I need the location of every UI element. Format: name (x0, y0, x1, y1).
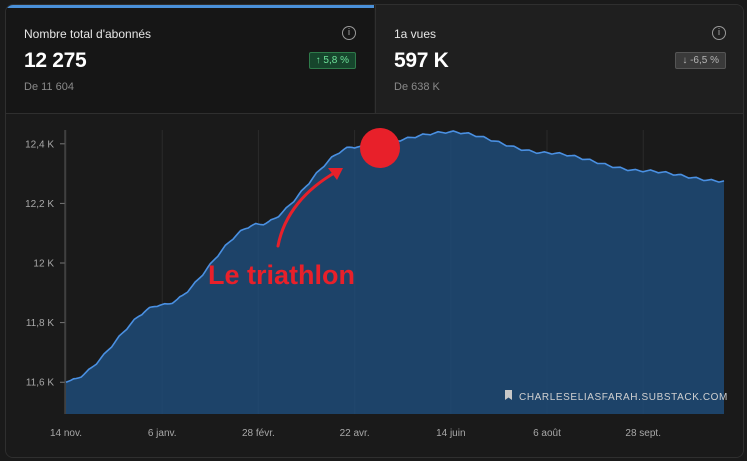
views-change-badge: ↓ -6,5 % (675, 52, 726, 69)
x-tick-label: 6 août (533, 428, 561, 439)
annotation-dot (360, 128, 400, 168)
y-tick-label: 12 K (33, 259, 54, 270)
x-axis: 14 nov. 6 janv. 28 févr. 22 avr. 14 juin 6 ao… (50, 428, 661, 439)
y-tick-label: 11,6 K (26, 378, 54, 389)
subscribers-card[interactable]: Nombre total d'abonnés i 12 275 ↑ 5,8 % … (6, 5, 374, 113)
y-tick-label: 11,8 K (26, 318, 54, 329)
y-axis: 11,6 K 11,8 K 12 K 12,2 K 12,4 K (25, 130, 66, 414)
views-card[interactable]: 1a vues i 597 K ↓ -6,5 % De 638 K (375, 5, 743, 113)
bookmark-icon (505, 390, 512, 400)
subscribers-label: Nombre total d'abonnés (24, 27, 152, 41)
analytics-panel: Nombre total d'abonnés i 12 275 ↑ 5,8 % … (5, 4, 744, 458)
x-tick-label: 28 févr. (242, 428, 275, 439)
y-tick-label: 12,4 K (25, 139, 54, 150)
annotation-arrowhead (328, 168, 343, 180)
x-tick-label: 6 janv. (148, 428, 177, 439)
watermark-text: CHARLESELIASFARAH.SUBSTACK.COM (519, 392, 728, 403)
views-value: 597 K (394, 49, 449, 72)
active-card-indicator (6, 5, 374, 8)
info-icon[interactable]: i (342, 26, 356, 40)
subscribers-change-badge: ↑ 5,8 % (308, 52, 356, 69)
x-tick-label: 28 sept. (625, 428, 661, 439)
annotation-text: Le triathlon (208, 260, 355, 290)
subscribers-previous: De 11 604 (24, 81, 74, 93)
subscribers-chart: 11,6 K 11,8 K 12 K 12,2 K 12,4 K 14 nov. 6 ja… (25, 128, 728, 439)
info-icon[interactable]: i (712, 26, 726, 40)
x-tick-label: 14 juin (436, 428, 465, 439)
views-label: 1a vues (394, 27, 437, 41)
x-tick-label: 14 nov. (50, 428, 82, 439)
watermark: CHARLESELIASFARAH.SUBSTACK.COM (505, 390, 728, 403)
annotation-arrow (276, 170, 338, 248)
series-area (66, 131, 724, 414)
x-tick-label: 22 avr. (340, 428, 370, 439)
chart-container: 11,6 K 11,8 K 12 K 12,2 K 12,4 K 14 nov. 6 ja… (6, 113, 743, 457)
subscribers-value: 12 275 (24, 49, 87, 72)
views-previous: De 638 K (394, 81, 440, 93)
annotation: Le triathlon (208, 128, 400, 290)
y-tick-label: 12,2 K (25, 199, 54, 210)
